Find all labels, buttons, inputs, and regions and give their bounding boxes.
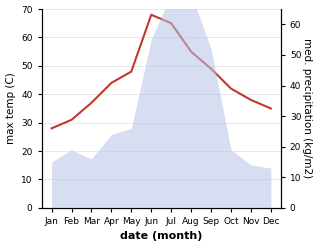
X-axis label: date (month): date (month) xyxy=(120,231,203,242)
Y-axis label: med. precipitation (kg/m2): med. precipitation (kg/m2) xyxy=(302,38,313,179)
Y-axis label: max temp (C): max temp (C) xyxy=(5,73,16,144)
